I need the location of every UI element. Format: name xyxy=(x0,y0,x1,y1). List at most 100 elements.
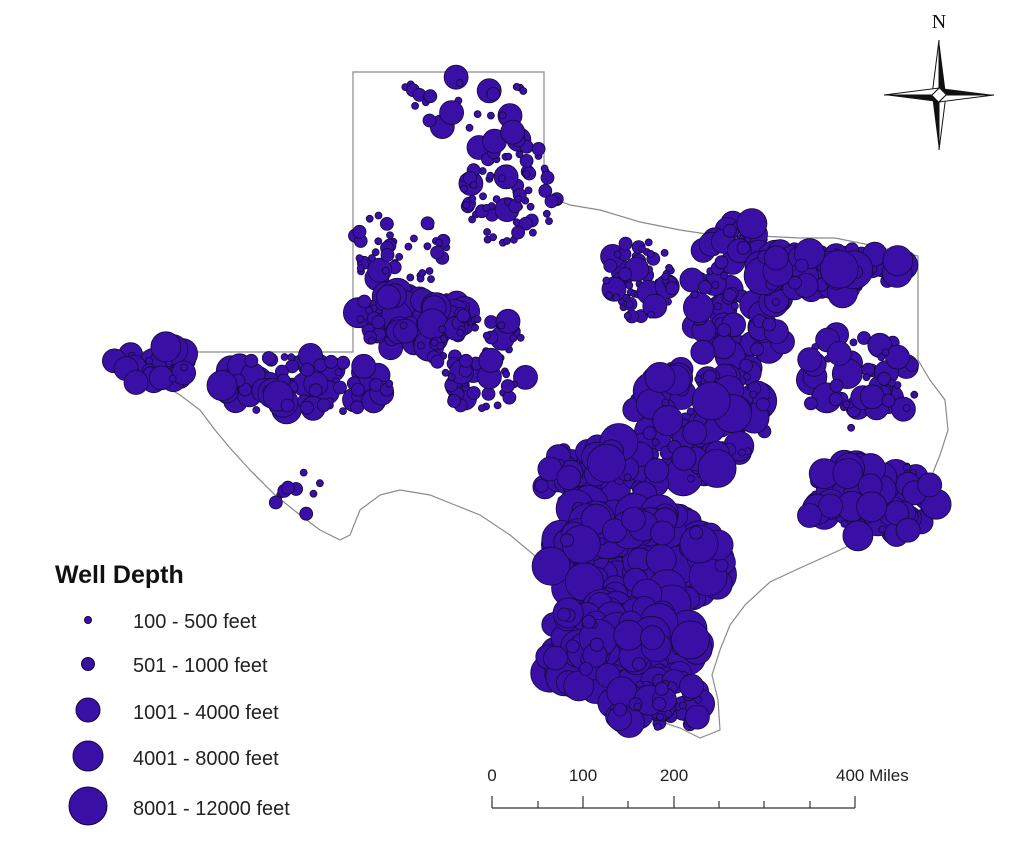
well-marker xyxy=(486,111,495,120)
well-marker xyxy=(493,164,519,190)
well-marker xyxy=(206,370,238,401)
well-marker xyxy=(459,353,473,368)
well-marker xyxy=(123,370,149,395)
well-marker xyxy=(416,341,425,350)
well-marker xyxy=(333,380,347,395)
well-marker xyxy=(720,271,729,280)
well-marker xyxy=(409,234,418,243)
well-marker xyxy=(714,255,729,270)
well-marker xyxy=(679,673,704,699)
well-marker xyxy=(479,192,487,201)
well-marker xyxy=(613,702,627,717)
legend-label-501-1000: 501 - 1000 feet xyxy=(133,655,268,677)
well-marker xyxy=(694,375,703,384)
well-marker xyxy=(531,141,546,156)
well-marker xyxy=(651,438,660,447)
well-marker xyxy=(736,208,768,240)
well-marker xyxy=(477,404,486,413)
well-marker xyxy=(486,87,501,101)
well-marker xyxy=(466,386,481,400)
well-marker xyxy=(316,398,331,413)
well-marker xyxy=(856,491,887,523)
well-marker xyxy=(664,710,673,718)
well-marker xyxy=(671,620,710,660)
well-marker xyxy=(352,224,367,239)
well-marker xyxy=(504,152,513,161)
well-marker xyxy=(772,298,780,307)
well-marker xyxy=(885,344,910,370)
well-marker xyxy=(379,216,394,231)
well-marker xyxy=(819,249,859,289)
well-marker xyxy=(443,64,469,90)
well-marker xyxy=(749,390,758,399)
well-marker xyxy=(436,341,445,350)
well-marker xyxy=(602,518,627,544)
well-marker xyxy=(512,83,521,91)
well-marker xyxy=(180,363,189,372)
well-marker xyxy=(392,318,418,344)
well-marker xyxy=(788,275,802,290)
well-marker xyxy=(917,472,943,498)
well-marker xyxy=(829,378,844,393)
well-marker xyxy=(644,361,676,393)
well-marker xyxy=(840,520,849,528)
well-marker xyxy=(482,331,491,340)
scale-bar: 0 100 200 400 Miles xyxy=(487,766,909,809)
well-marker xyxy=(682,420,708,446)
well-marker xyxy=(797,503,822,528)
well-marker xyxy=(689,525,703,540)
well-marker xyxy=(365,214,374,223)
well-marker xyxy=(261,351,276,365)
well-marker xyxy=(736,240,751,255)
well-marker xyxy=(543,645,568,671)
well-marker xyxy=(603,258,618,273)
well-marker xyxy=(642,426,657,441)
well-marker xyxy=(888,379,896,388)
well-marker xyxy=(299,468,308,477)
well-marker xyxy=(473,110,482,118)
well-marker xyxy=(404,242,413,251)
well-marker xyxy=(516,333,525,342)
well-marker xyxy=(380,248,395,262)
well-marker xyxy=(882,245,914,277)
well-markers xyxy=(102,64,952,738)
well-marker xyxy=(497,321,506,330)
legend-symbol-501-1000 xyxy=(81,657,95,671)
well-marker xyxy=(356,264,365,273)
well-marker xyxy=(632,657,646,671)
well-marker xyxy=(300,400,314,415)
well-marker xyxy=(268,495,283,510)
well-marker xyxy=(502,370,511,379)
well-marker xyxy=(644,238,653,247)
well-marker xyxy=(531,546,571,586)
well-marker xyxy=(650,520,675,546)
well-marker xyxy=(423,242,432,251)
well-marker xyxy=(300,362,315,377)
well-marker xyxy=(895,517,921,543)
well-marker xyxy=(587,443,626,483)
well-marker xyxy=(647,310,655,319)
well-marker xyxy=(625,281,634,290)
well-marker xyxy=(447,394,462,408)
well-marker xyxy=(671,445,697,471)
well-marker xyxy=(545,217,553,226)
well-marker xyxy=(797,347,823,373)
well-marker xyxy=(500,379,515,393)
well-marker xyxy=(683,292,714,323)
well-marker xyxy=(881,348,890,357)
scale-tick-0: 0 xyxy=(487,766,496,785)
north-arrow-icon: N xyxy=(883,11,995,151)
scale-tick-200: 200 xyxy=(660,766,688,785)
well-marker xyxy=(238,382,253,397)
well-marker xyxy=(711,281,720,289)
well-marker xyxy=(750,342,764,357)
well-marker xyxy=(299,506,314,521)
well-marker xyxy=(244,353,259,368)
well-marker xyxy=(455,79,464,87)
well-marker xyxy=(544,194,559,209)
legend-label-4001-8000: 4001 - 8000 feet xyxy=(133,748,279,770)
well-marker xyxy=(514,195,523,203)
well-marker xyxy=(804,396,818,411)
well-marker xyxy=(483,228,492,236)
well-marker xyxy=(605,291,614,300)
